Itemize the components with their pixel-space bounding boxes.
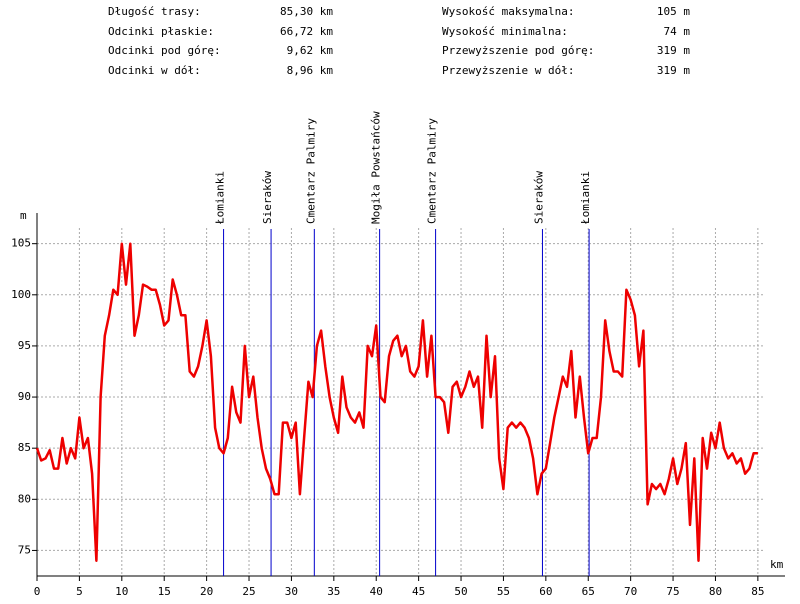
- marker-label: Sieraków: [261, 171, 274, 224]
- stat-value: 9,62 km: [287, 44, 334, 57]
- stat-label: Przewyższenie pod górę:: [442, 44, 594, 57]
- y-tick-label: 95: [18, 339, 31, 352]
- x-tick-label: 20: [200, 585, 213, 598]
- y-axis-label: m: [20, 209, 27, 222]
- stat-label: Wysokość maksymalna:: [442, 5, 574, 18]
- marker-label: Łomianki: [214, 171, 227, 225]
- x-axis-label: km: [770, 558, 784, 571]
- x-tick-label: 60: [539, 585, 552, 598]
- marker-label: Sieraków: [532, 171, 545, 224]
- stat-label: Odcinki w dół:: [108, 64, 201, 77]
- y-tick-label: 90: [18, 390, 31, 403]
- x-tick-label: 35: [327, 585, 340, 598]
- x-tick-label: 5: [76, 585, 83, 598]
- x-tick-label: 50: [454, 585, 467, 598]
- y-tick-label: 85: [18, 441, 31, 454]
- marker-label: Cmentarz Palmiry: [304, 118, 317, 224]
- y-tick-label: 105: [11, 237, 31, 250]
- stat-label: Przewyższenie w dół:: [442, 64, 574, 77]
- x-tick-label: 25: [242, 585, 255, 598]
- stat-value: 8,96 km: [287, 64, 334, 77]
- x-tick-label: 45: [412, 585, 425, 598]
- stat-value: 105 m: [657, 5, 690, 18]
- marker-label: Cmentarz Palmiry: [426, 118, 439, 224]
- x-tick-label: 65: [582, 585, 595, 598]
- stat-value: 66,72 km: [280, 25, 333, 38]
- stat-value: 319 m: [657, 64, 690, 77]
- y-tick-label: 80: [18, 492, 31, 505]
- x-tick-label: 80: [709, 585, 722, 598]
- x-tick-label: 10: [115, 585, 128, 598]
- x-tick-label: 30: [285, 585, 298, 598]
- stat-label: Wysokość minimalna:: [442, 25, 568, 38]
- x-tick-label: 85: [751, 585, 764, 598]
- x-tick-label: 15: [158, 585, 171, 598]
- x-tick-label: 55: [497, 585, 510, 598]
- x-tick-label: 0: [34, 585, 41, 598]
- marker-label: Łomianki: [579, 171, 592, 225]
- stat-value: 319 m: [657, 44, 690, 57]
- x-tick-label: 75: [666, 585, 679, 598]
- stat-label: Odcinki płaskie:: [108, 25, 214, 38]
- y-tick-label: 75: [18, 543, 31, 556]
- stat-label: Odcinki pod górę:: [108, 44, 221, 57]
- marker-label: Mogiła Powstańców: [370, 111, 383, 224]
- y-tick-label: 100: [11, 288, 31, 301]
- elevation-line: [35, 242, 758, 562]
- x-tick-label: 40: [370, 585, 383, 598]
- stat-label: Długość trasy:: [108, 5, 201, 18]
- stat-value: 85,30 km: [280, 5, 333, 18]
- stat-value: 74 m: [664, 25, 691, 38]
- x-tick-label: 70: [624, 585, 637, 598]
